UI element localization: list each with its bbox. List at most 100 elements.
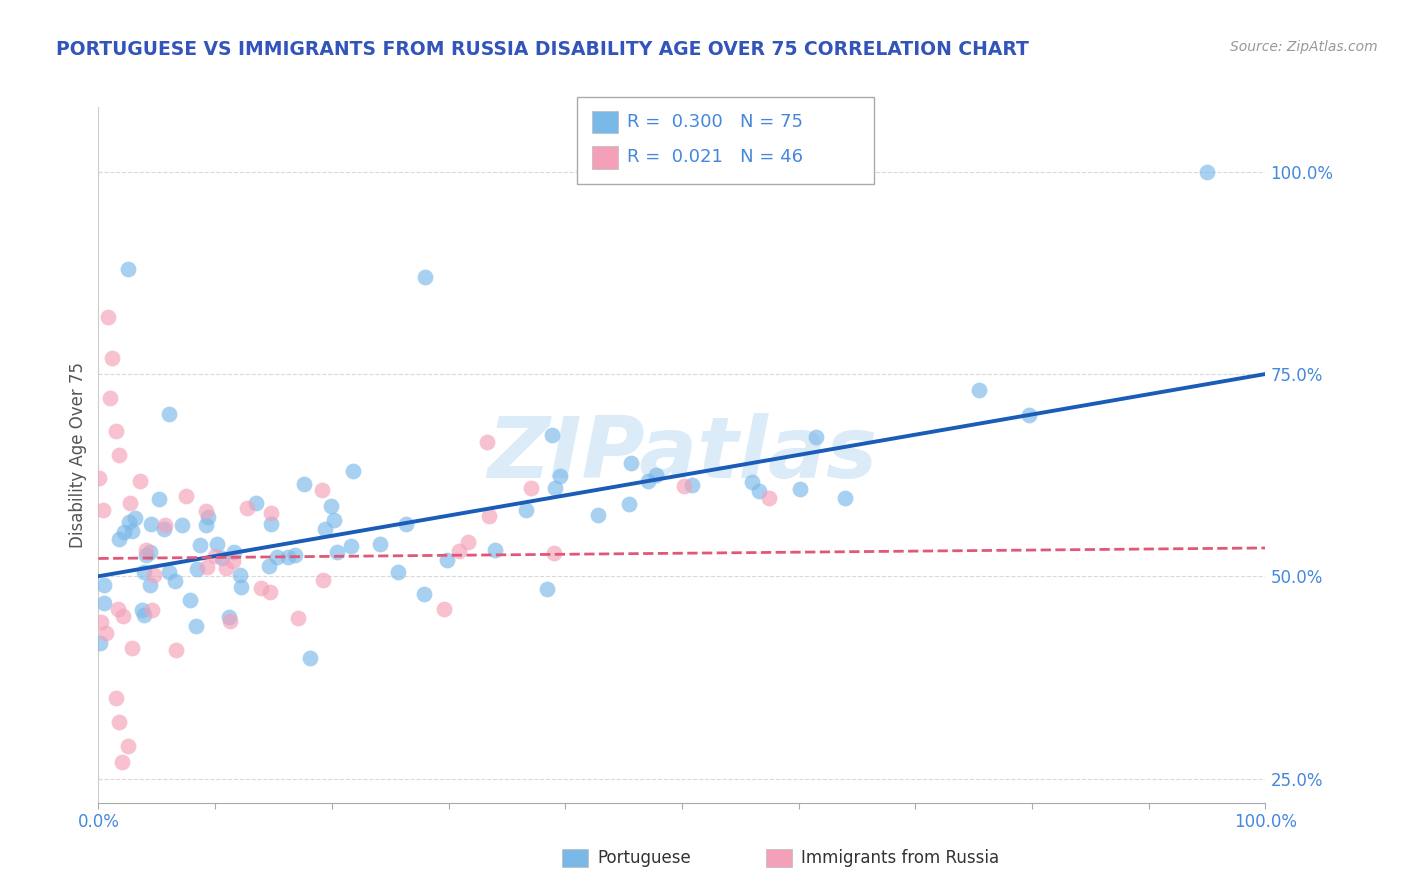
Point [157, 407, 180, 421]
Point [111, 756, 134, 770]
Point [339, 539, 361, 553]
Text: R =  0.021   N = 46: R = 0.021 N = 46 [627, 148, 803, 166]
Point [91, 503, 114, 517]
Point [748, 484, 770, 499]
Point [89, 615, 111, 629]
Point [104, 424, 127, 438]
Point [117, 261, 139, 276]
Text: Source: ZipAtlas.com: Source: ZipAtlas.com [1230, 40, 1378, 54]
Point [211, 550, 233, 565]
Point [395, 516, 418, 531]
Point [260, 517, 283, 532]
Point [222, 554, 245, 568]
Point [543, 481, 565, 495]
Point [413, 587, 436, 601]
Point [108, 532, 131, 546]
Point [298, 650, 321, 665]
Point [645, 468, 668, 483]
Point [118, 515, 141, 529]
Point [342, 464, 364, 478]
Bar [592, 111, 617, 134]
Point [179, 593, 201, 607]
Point [104, 690, 127, 705]
Point [165, 643, 187, 657]
Point [741, 475, 763, 489]
Point [326, 545, 349, 559]
FancyBboxPatch shape [576, 96, 875, 184]
Point [117, 739, 139, 754]
Point [536, 582, 558, 596]
Point [413, 269, 436, 284]
Point [457, 534, 479, 549]
Point [118, 496, 141, 510]
Point [311, 573, 333, 587]
Point [163, 574, 186, 589]
Point [148, 492, 170, 507]
Point [314, 522, 336, 536]
Point [184, 619, 207, 633]
Point [204, 549, 226, 564]
Point [672, 479, 695, 493]
Point [101, 351, 124, 365]
Point [433, 602, 456, 616]
Point [236, 501, 259, 516]
Text: Immigrants from Russia: Immigrants from Russia [801, 849, 1000, 867]
Point [121, 641, 143, 656]
Text: PORTUGUESE VS IMMIGRANTS FROM RUSSIA DISABILITY AGE OVER 75 CORRELATION CHART: PORTUGUESE VS IMMIGRANTS FROM RUSSIA DIS… [56, 40, 1029, 59]
Point [195, 560, 218, 574]
Point [292, 477, 315, 491]
Point [967, 383, 990, 397]
Point [284, 548, 307, 562]
Point [93, 577, 115, 591]
Point [475, 435, 498, 450]
Bar [592, 146, 617, 169]
Point [311, 483, 333, 498]
Point [834, 491, 856, 505]
Point [259, 558, 281, 573]
Point [141, 516, 163, 531]
Point [260, 506, 283, 520]
Point [124, 510, 146, 524]
Point [170, 517, 193, 532]
Text: Portuguese: Portuguese [598, 849, 692, 867]
Point [128, 475, 150, 489]
Point [186, 561, 208, 575]
Point [266, 549, 288, 564]
Point [108, 448, 131, 462]
Point [197, 510, 219, 524]
Point [135, 548, 157, 562]
Point [89, 471, 111, 485]
Point [387, 565, 409, 579]
Point [637, 474, 659, 488]
Text: R =  0.300   N = 75: R = 0.300 N = 75 [627, 112, 803, 130]
Point [758, 491, 780, 505]
Y-axis label: Disability Age Over 75: Disability Age Over 75 [69, 362, 87, 548]
Point [97, 310, 120, 325]
Point [111, 609, 134, 624]
Point [194, 517, 217, 532]
Point [141, 602, 163, 616]
Point [368, 537, 391, 551]
Point [222, 545, 245, 559]
Point [484, 542, 506, 557]
Point [188, 538, 211, 552]
Point [620, 456, 643, 470]
Point [131, 603, 153, 617]
Point [139, 545, 162, 559]
Point [478, 508, 501, 523]
Point [93, 596, 115, 610]
Point [205, 537, 228, 551]
Point [108, 714, 131, 729]
Point [789, 482, 811, 496]
Point [153, 523, 176, 537]
Point [520, 481, 543, 495]
Point [157, 565, 180, 579]
Point [436, 553, 458, 567]
Point [112, 524, 135, 539]
Point [250, 581, 273, 595]
Point [218, 614, 240, 628]
Point [231, 580, 253, 594]
Point [259, 584, 281, 599]
Point [1195, 165, 1218, 179]
Point [94, 626, 117, 640]
